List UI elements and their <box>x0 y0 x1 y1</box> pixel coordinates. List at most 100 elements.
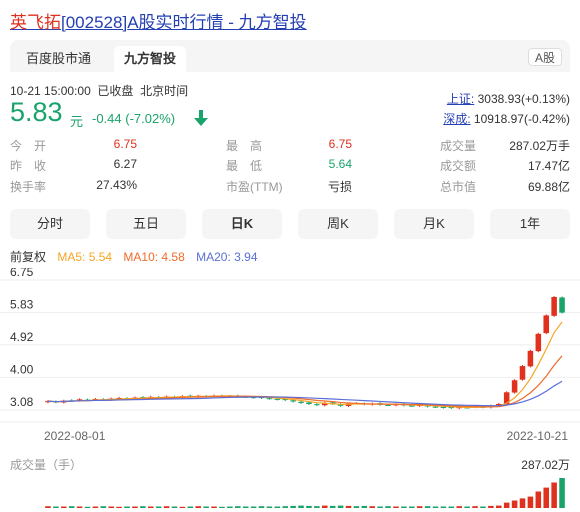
candle-body <box>496 403 502 406</box>
volume-label: 成交量 <box>440 139 477 153</box>
quote-status: 10-21 15:00:00 已收盘 北京时间 <box>10 82 188 99</box>
volume-bar <box>551 482 557 508</box>
volume-bar <box>274 506 281 508</box>
volume-bar <box>45 506 51 508</box>
prev-close-label: 昨 收 <box>10 159 47 173</box>
candle-body <box>527 350 534 367</box>
period-5day[interactable]: 五日 <box>106 209 186 239</box>
volume-bar <box>179 506 186 508</box>
volume-bar <box>401 506 407 508</box>
period-weekly-k[interactable]: 周K <box>298 209 378 239</box>
volume-bar <box>187 506 194 508</box>
candle-body <box>282 398 288 401</box>
pe-label: 市盈(TTM) <box>226 180 283 194</box>
page-title[interactable]: 英飞拓[002528]A股实时行情 - 九方智投 <box>10 8 307 33</box>
y-tick-label: 5.83 <box>10 298 34 312</box>
volume-bar <box>519 498 526 508</box>
volume-bar <box>92 506 99 508</box>
x-tick-label: 2022-10-21 <box>507 429 569 443</box>
volume-bar <box>76 506 83 508</box>
volume-bar <box>53 506 59 508</box>
candle-body <box>535 333 542 352</box>
volume-bar <box>242 506 249 508</box>
volume-bar <box>409 506 415 508</box>
volume-bar <box>503 502 510 508</box>
candle-body <box>559 297 565 313</box>
tab-jiufang[interactable]: 九方智投 <box>114 46 187 72</box>
candle-body <box>551 297 557 316</box>
volume-bar <box>171 506 178 508</box>
candle-body <box>337 404 344 406</box>
y-tick-label: 4.92 <box>10 330 34 344</box>
candle-body <box>409 405 415 407</box>
volume-bar <box>108 506 114 508</box>
volume-bar <box>314 506 320 508</box>
volume-bar <box>235 506 241 508</box>
volume-bar <box>298 505 304 508</box>
stock-name[interactable]: 英飞拓 <box>10 13 61 32</box>
volume-bar <box>163 506 170 508</box>
candle-body <box>448 407 455 409</box>
volume-bar <box>559 478 565 508</box>
volume-bar <box>543 487 549 508</box>
candle-body <box>543 315 549 334</box>
volume-bar <box>480 506 486 508</box>
market-badge: A股 <box>527 48 562 66</box>
volume-bar <box>377 506 383 508</box>
high-value: 6.75 <box>328 137 352 151</box>
volume-bar <box>250 506 257 508</box>
candle-body <box>306 402 312 404</box>
pe-value: 亏损 <box>327 180 352 194</box>
adjust-mode[interactable]: 前复权 <box>10 250 47 264</box>
volume-bar <box>353 506 360 508</box>
down-arrow-icon <box>194 110 208 126</box>
ma5-label: MA5: 5.54 <box>57 250 113 264</box>
tab-baidu-stock[interactable]: 百度股市通 <box>26 51 92 66</box>
volume-bar <box>132 506 138 508</box>
volume-axis-label: 成交量（手） <box>10 458 83 472</box>
volume-bar <box>337 505 344 508</box>
candle-body <box>314 404 320 406</box>
volume-bar <box>290 505 296 508</box>
price-unit: 元 <box>70 114 84 129</box>
timezone: 北京时间 <box>140 84 189 98</box>
volume-bar <box>527 496 534 508</box>
volume-bar <box>227 506 233 508</box>
stock-code[interactable]: [002528] <box>61 13 128 32</box>
volume-bar <box>535 491 542 508</box>
candle-body <box>322 402 328 406</box>
ma10-line <box>47 355 563 408</box>
amount-label: 成交额 <box>440 159 477 173</box>
volume-bar <box>456 506 462 508</box>
index-sz[interactable]: 深成: 10918.97(-0.42%) <box>443 112 570 126</box>
volume-bar <box>361 505 368 508</box>
volume-bar <box>424 506 431 508</box>
high-label: 最 高 <box>226 139 263 153</box>
period-tabs: 分时 五日 日K 周K 月K 1年 <box>10 209 570 239</box>
y-tick-label: 6.75 <box>10 268 34 279</box>
ma20-line <box>47 380 563 407</box>
kline-chart[interactable]: 6.75 5.83 4.92 4.00 3.08 2022-08-01 2022-10-21 <box>0 268 580 512</box>
open-label: 今 开 <box>10 139 47 153</box>
candle-body <box>298 401 304 403</box>
period-1year[interactable]: 1年 <box>490 209 570 239</box>
y-tick-label: 3.08 <box>10 395 34 409</box>
period-monthly-k[interactable]: 月K <box>394 209 474 239</box>
price-change: -0.44 (-7.02%) <box>92 111 176 126</box>
volume-bar <box>369 506 375 508</box>
volume-value: 287.02万手 <box>509 139 570 153</box>
turnover-label: 换手率 <box>10 180 47 194</box>
period-intraday[interactable]: 分时 <box>10 209 90 239</box>
turnover-value: 27.43% <box>96 178 137 192</box>
period-daily-k[interactable]: 日K <box>202 209 282 239</box>
volume-bar <box>195 506 201 508</box>
volume-bar <box>203 506 209 508</box>
quote-time: 10-21 15:00:00 <box>10 84 91 98</box>
amount-value: 17.47亿 <box>527 159 570 173</box>
candle-body <box>274 398 281 400</box>
candle-body <box>116 397 122 399</box>
volume-bar <box>68 506 75 508</box>
index-sh[interactable]: 上证: 3038.93(+0.13%) <box>446 92 570 106</box>
candle-body <box>503 392 510 405</box>
title-rest[interactable]: A股实时行情 - 九方智投 <box>127 13 307 32</box>
